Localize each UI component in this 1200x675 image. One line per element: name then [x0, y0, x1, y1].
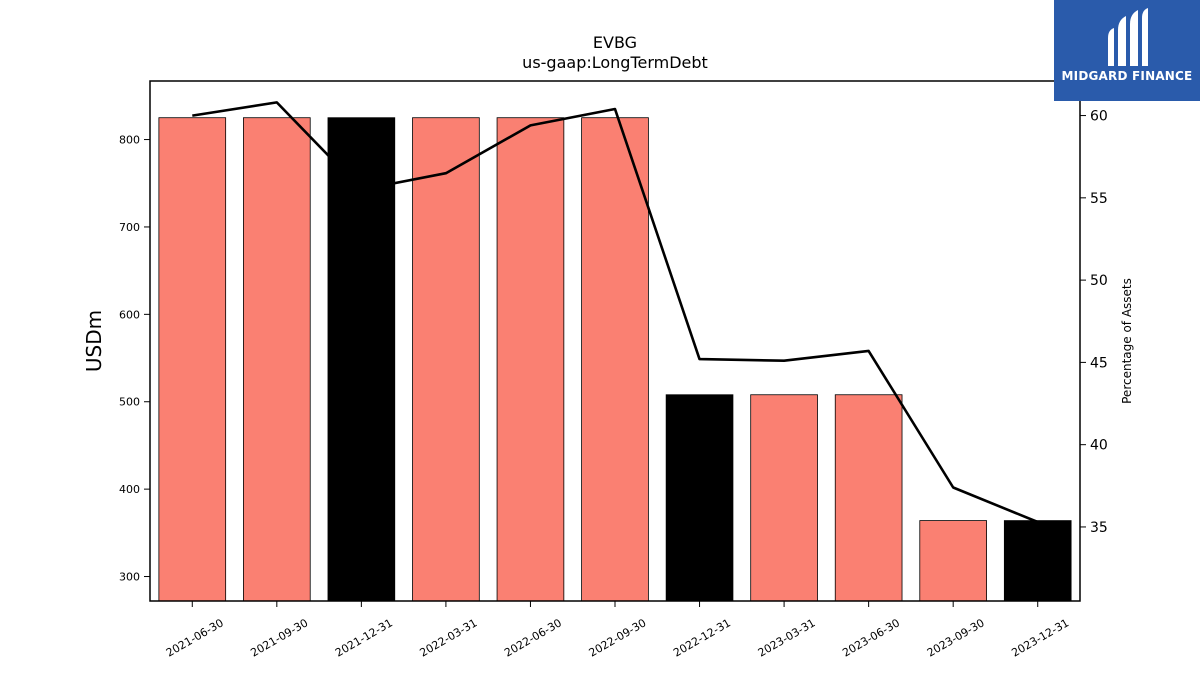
- x-tick-label-2023-06-30: 2023-06-30: [840, 616, 902, 659]
- midgard-logo-icon: [1108, 8, 1148, 66]
- percentage-line: [192, 101, 1039, 524]
- y-tick-label-600: 600: [119, 308, 140, 321]
- x-tick-label-2023-12-31: 2023-12-31: [1009, 616, 1071, 659]
- y-tick-label-700: 700: [119, 221, 140, 234]
- y2-tick-label-35: 35: [1090, 520, 1108, 536]
- bar-2023-09-30: [919, 520, 987, 602]
- y-tick-label-500: 500: [119, 396, 140, 409]
- y2-tick-label-40: 40: [1090, 438, 1108, 454]
- x-tick-label-2022-12-31: 2022-12-31: [671, 616, 733, 659]
- bar-2021-12-31: [327, 117, 396, 602]
- x-tick-label-2023-03-31: 2023-03-31: [756, 616, 818, 659]
- bar-2021-09-30: [243, 117, 311, 602]
- x-tick-label-2021-09-30: 2021-09-30: [248, 616, 310, 659]
- y2-tick-label-50: 50: [1090, 273, 1108, 289]
- bar-2021-06-30: [158, 117, 227, 602]
- bars-group: [158, 117, 1072, 602]
- x-tick-label-2021-12-31: 2021-12-31: [333, 616, 395, 659]
- y2-tick-label-60: 60: [1090, 109, 1108, 125]
- x-tick-label-2022-09-30: 2022-09-30: [587, 616, 649, 659]
- bar-2022-03-31: [412, 117, 480, 602]
- bar-2022-09-30: [581, 117, 649, 602]
- bar-2022-12-31: [665, 394, 734, 602]
- x-tick-label-2022-03-31: 2022-03-31: [418, 616, 480, 659]
- y-tick-label-800: 800: [119, 134, 140, 147]
- bar-2023-06-30: [834, 394, 903, 602]
- x-tick-label-2022-06-30: 2022-06-30: [502, 616, 564, 659]
- chart-subtitle: us-gaap:LongTermDebt: [522, 53, 708, 72]
- y2-tick-label-45: 45: [1090, 355, 1108, 371]
- bar-2022-06-30: [496, 117, 565, 602]
- x-tick-label-2021-06-30: 2021-06-30: [164, 616, 226, 659]
- y-axis-label: USDm: [82, 310, 106, 372]
- logo-text: MIDGARD FINANCE: [1061, 69, 1193, 83]
- y2-tick-label-55: 55: [1090, 191, 1108, 207]
- bar-2023-12-31: [1003, 520, 1072, 602]
- logo: MIDGARD FINANCE: [1054, 0, 1200, 101]
- bar-2023-03-31: [750, 394, 818, 602]
- y-tick-label-300: 300: [119, 571, 140, 584]
- chart-title: EVBG: [593, 33, 637, 52]
- y-tick-label-400: 400: [119, 483, 140, 496]
- y2-axis-label: Percentage of Assets: [1120, 278, 1134, 404]
- x-tick-label-2023-09-30: 2023-09-30: [925, 616, 987, 659]
- line-layer: [192, 101, 1039, 524]
